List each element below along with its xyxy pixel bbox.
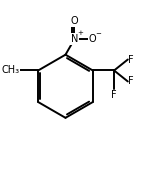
Text: +: + [77, 30, 83, 36]
Text: F: F [128, 54, 134, 64]
Text: O: O [71, 16, 78, 26]
Text: O: O [88, 34, 96, 44]
Text: F: F [111, 90, 117, 100]
Text: N: N [71, 34, 78, 44]
Text: −: − [95, 31, 101, 37]
Text: F: F [128, 77, 134, 87]
Text: CH₃: CH₃ [1, 66, 19, 75]
